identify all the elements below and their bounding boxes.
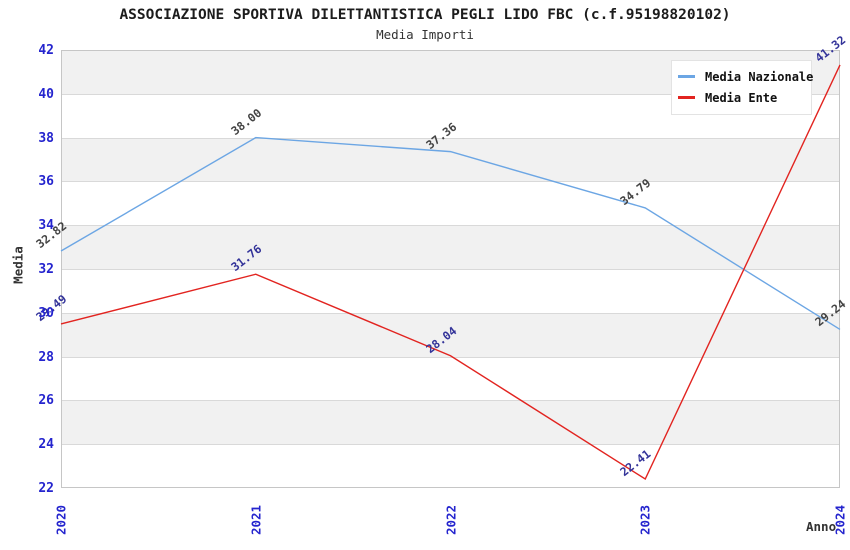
grid-band (61, 400, 840, 445)
y-tick-label: 32 (38, 262, 54, 277)
y-tick-label: 24 (38, 437, 54, 453)
legend-item: Media Nazionale (678, 66, 813, 87)
y-tick-label: 42 (38, 43, 54, 58)
gridline (61, 93, 840, 95)
y-tick-label: 34 (38, 218, 54, 234)
gridline (61, 312, 840, 314)
x-tick-label: 2020 (53, 504, 69, 536)
x-tick-label: 2023 (637, 504, 653, 536)
y-tick-label: 22 (38, 481, 54, 496)
gridline (61, 269, 840, 270)
grid-band (61, 181, 840, 226)
gridline (61, 400, 840, 402)
y-tick-label: 30 (38, 305, 54, 321)
y-tick-label: 38 (38, 130, 54, 146)
plot-frame (61, 50, 840, 488)
plot-area: 32.82 38.00 37.36 34.79 29.24 29.49 31.76 28.04… (33, 33, 848, 488)
grid-band (61, 312, 840, 357)
series-line-media-ente (60, 64, 841, 481)
x-tick-label: 2021 (248, 504, 264, 536)
series-lines (60, 64, 841, 481)
grid-band (61, 356, 840, 401)
gridline (61, 137, 840, 139)
series-line-media-nazionale (60, 136, 841, 331)
gridline (61, 181, 840, 183)
legend-label: Media Nazionale (705, 69, 814, 84)
x-tick-label: 2022 (443, 504, 458, 536)
legend: Media Nazionale Media Ente (671, 60, 813, 115)
grid-band (61, 225, 840, 269)
legend-item: Media Ente (678, 87, 803, 108)
legend-line-swatch (678, 96, 695, 99)
gridline (61, 356, 840, 358)
y-tick-label: 26 (38, 393, 54, 409)
gridline (61, 444, 840, 446)
grid-band (61, 444, 840, 488)
grid-band (61, 137, 840, 182)
x-axis-label: Anno (806, 519, 837, 534)
legend-line-swatch (678, 75, 695, 78)
chart-title: ASSOCIAZIONE SPORTIVA DILETTANTISTICA PE… (119, 7, 731, 23)
gridline (61, 225, 840, 227)
y-tick-label: 28 (38, 349, 54, 365)
legend-label: Media Ente (705, 90, 778, 105)
y-tick-label: 40 (38, 86, 54, 102)
chart-subtitle: Media Importi (376, 27, 474, 42)
y-tick-label: 36 (38, 174, 54, 190)
